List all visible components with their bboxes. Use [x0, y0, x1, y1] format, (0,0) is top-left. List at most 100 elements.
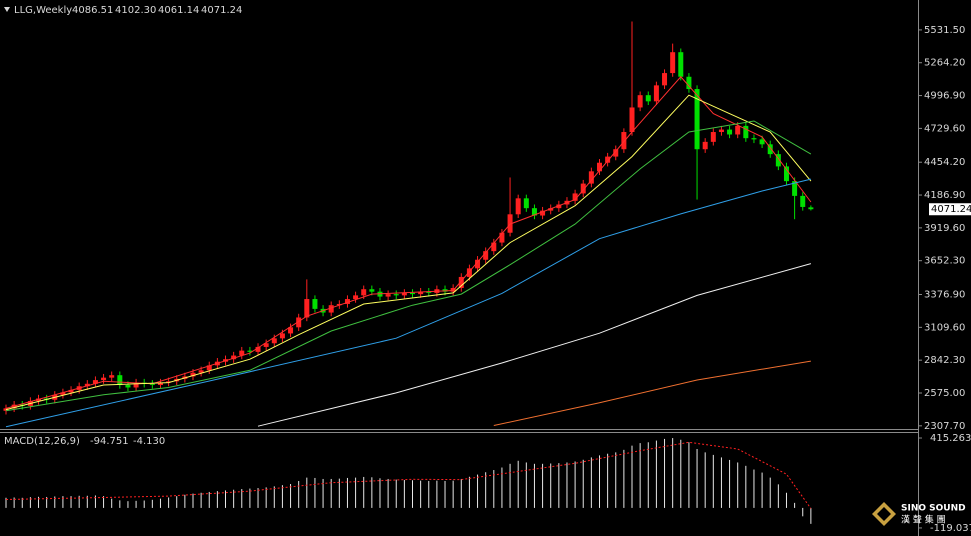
candle-body: [523, 198, 529, 209]
candle-body: [101, 377, 107, 381]
candle-body: [645, 95, 651, 102]
candle-body: [759, 139, 765, 145]
y-tick-label: 5264.20: [924, 58, 965, 69]
candle-body: [133, 382, 139, 388]
macd-title: MACD(12,26,9): [4, 436, 80, 447]
y-tick-label: 4186.90: [924, 190, 965, 201]
price-tag: [929, 203, 971, 216]
candle-body: [637, 95, 643, 108]
logo-sub: 漢 聲 集 團: [901, 514, 946, 526]
candle-body: [255, 346, 261, 352]
y-tick-label: 4729.60: [924, 123, 965, 134]
candle-body: [296, 317, 302, 328]
logo-name: SINO SOUND: [901, 504, 966, 514]
candle-body: [336, 303, 342, 306]
header-close: 4071.24: [201, 5, 242, 16]
candle-body: [775, 154, 781, 167]
y-tick-label: 3919.60: [924, 223, 965, 234]
logo-icon-inner: [877, 507, 891, 521]
candle-body: [580, 183, 586, 194]
candle-body: [515, 198, 521, 215]
candle-body: [60, 392, 66, 395]
candle-body: [702, 141, 708, 150]
candle-body: [767, 144, 773, 155]
candle-body: [556, 204, 562, 209]
candle-body: [783, 166, 789, 182]
candle-body: [751, 138, 757, 140]
candle-body: [596, 162, 602, 172]
candle-body: [418, 291, 424, 295]
candle-body: [808, 207, 814, 210]
moving-average: [5, 120, 812, 412]
candle-body: [458, 276, 464, 288]
candle-body: [410, 292, 415, 295]
candle-body: [344, 299, 350, 304]
header-high: 4102.30: [115, 5, 156, 16]
candle-body: [190, 372, 196, 377]
y-tick-label: 415.263: [930, 433, 971, 444]
moving-average: [257, 263, 812, 427]
candle-body: [149, 383, 155, 386]
candle-body: [312, 299, 318, 309]
symbol-title: LLG,Weekly: [14, 5, 72, 16]
candle-body: [727, 129, 733, 135]
candle-body: [157, 382, 163, 386]
candle-body: [466, 268, 472, 277]
candle-body: [613, 149, 619, 157]
candle-body: [279, 333, 285, 339]
moving-average: [493, 360, 811, 426]
macd-main-value: -94.751: [90, 436, 129, 447]
y-tick-label: 3109.60: [924, 322, 965, 333]
candle-body: [401, 292, 407, 296]
candle-body: [629, 107, 635, 133]
header-open: 4086.51: [72, 5, 113, 16]
candle-body: [800, 195, 806, 207]
candle-body: [718, 129, 724, 133]
candle-body: [239, 350, 245, 356]
candle-body: [328, 305, 334, 313]
candle-body: [247, 350, 253, 352]
logo: SINO SOUND 漢 聲 集 團: [872, 502, 966, 526]
candle-body: [694, 89, 700, 150]
y-tick-label: 4996.90: [924, 91, 965, 102]
candle-body: [499, 232, 505, 243]
candle-body: [125, 385, 131, 388]
candle-body: [662, 73, 668, 86]
candle-body: [475, 259, 481, 269]
candle-body: [531, 208, 537, 216]
candle-body: [686, 76, 692, 90]
candle-body: [109, 375, 115, 378]
candle-body: [588, 171, 594, 184]
candle-body: [548, 208, 554, 211]
candle-body: [353, 295, 359, 300]
header-low: 4061.14: [158, 5, 199, 16]
candle-body: [231, 355, 237, 360]
candle-body: [605, 156, 611, 163]
y-tick-label: 3652.30: [924, 256, 965, 267]
candle-body: [263, 343, 269, 347]
candle-body: [743, 125, 749, 139]
candle-body: [678, 52, 684, 77]
candle-body: [621, 132, 627, 150]
price-tag-label: 4071.24: [931, 204, 971, 215]
candle-body: [117, 375, 123, 386]
candle-body: [288, 327, 294, 334]
candle-body: [507, 214, 513, 233]
candle-body: [369, 289, 375, 292]
y-tick-label: 2842.30: [924, 355, 965, 366]
moving-average: [5, 178, 812, 428]
candle-body: [68, 389, 74, 393]
candle-body: [198, 370, 204, 373]
candle-body: [653, 85, 659, 102]
candle-body: [166, 381, 172, 383]
y-tick-label: 4454.20: [924, 157, 965, 168]
candle-body: [491, 242, 497, 252]
y-tick-label: 2575.00: [924, 388, 965, 399]
candle-body: [670, 52, 676, 74]
candle-body: [361, 289, 367, 296]
y-tick-label: 2307.70: [924, 421, 965, 432]
y-tick-label: 5531.50: [924, 25, 965, 36]
candle-body: [483, 251, 489, 260]
